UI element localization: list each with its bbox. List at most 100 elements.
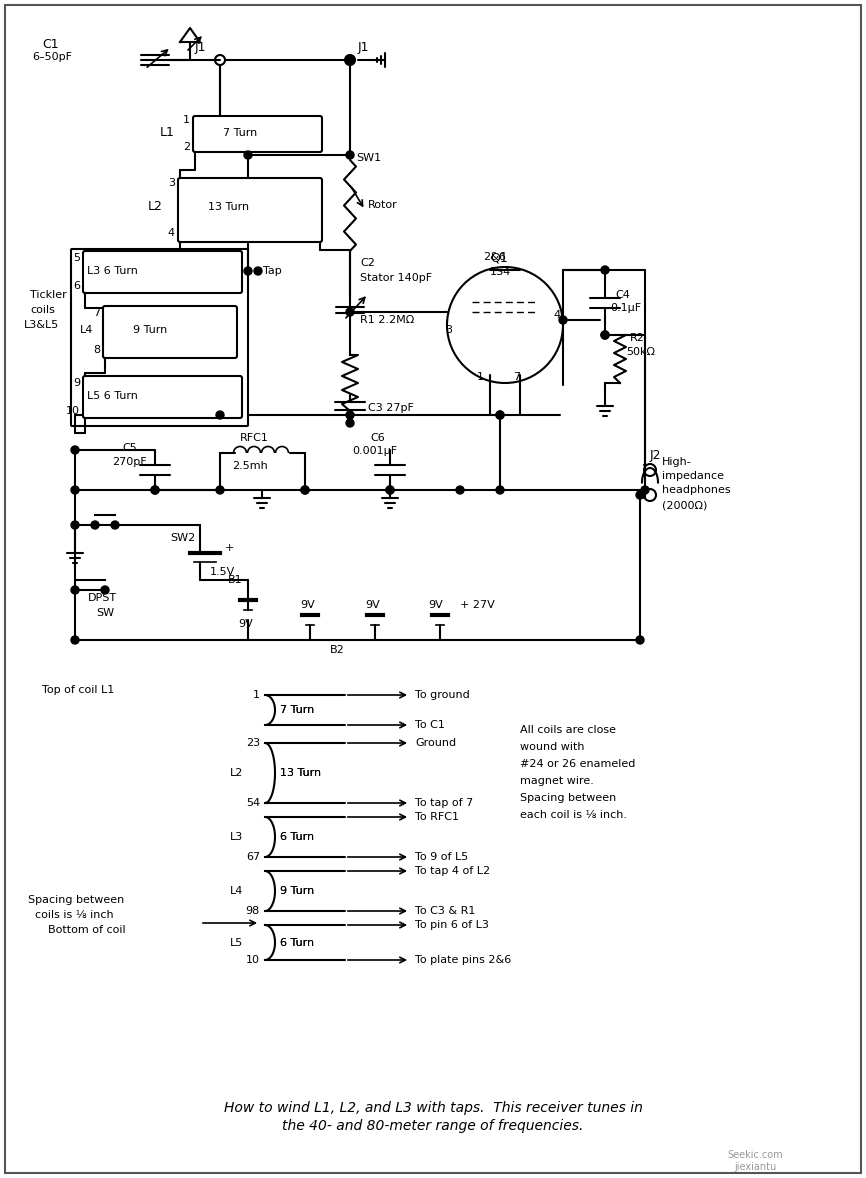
Text: To ground: To ground <box>415 690 469 700</box>
Text: + 27V: + 27V <box>460 600 494 610</box>
Text: 1.5V: 1.5V <box>210 567 236 577</box>
Text: Spacing between: Spacing between <box>520 793 617 803</box>
Text: 9 Turn: 9 Turn <box>280 886 314 896</box>
Circle shape <box>244 151 252 159</box>
Circle shape <box>71 487 79 494</box>
Text: 13 Turn: 13 Turn <box>280 768 321 777</box>
Circle shape <box>636 636 644 644</box>
Text: 4: 4 <box>168 229 175 238</box>
Text: 2&6: 2&6 <box>483 252 507 262</box>
Circle shape <box>496 411 504 419</box>
Text: Spacing between: Spacing between <box>28 895 124 905</box>
Circle shape <box>111 521 119 529</box>
Text: 5: 5 <box>73 253 80 263</box>
Text: How to wind L1, L2, and L3 with taps.  This receiver tunes in: How to wind L1, L2, and L3 with taps. Th… <box>223 1101 643 1116</box>
Circle shape <box>346 57 354 64</box>
Text: 6–50pF: 6–50pF <box>32 52 72 62</box>
Text: 6 Turn: 6 Turn <box>280 832 314 842</box>
Text: J2: J2 <box>650 449 662 462</box>
Text: 1S4: 1S4 <box>490 267 511 277</box>
Circle shape <box>496 411 504 419</box>
Circle shape <box>346 151 354 159</box>
Text: To tap of 7: To tap of 7 <box>415 798 473 808</box>
Text: Ground: Ground <box>415 737 456 748</box>
Text: C4: C4 <box>615 290 630 300</box>
Text: 13 Turn: 13 Turn <box>280 768 321 777</box>
Text: L4: L4 <box>229 886 243 896</box>
Text: C2: C2 <box>360 258 375 269</box>
Text: (2000Ω): (2000Ω) <box>662 499 708 510</box>
Text: each coil is ⅛ inch.: each coil is ⅛ inch. <box>520 810 627 820</box>
Text: magnet wire.: magnet wire. <box>520 776 594 786</box>
Text: L5 6 Turn: L5 6 Turn <box>87 391 138 401</box>
Text: To tap 4 of L2: To tap 4 of L2 <box>415 866 490 876</box>
Text: L2: L2 <box>148 200 163 213</box>
Text: 7: 7 <box>513 372 520 382</box>
Text: R2: R2 <box>630 333 645 343</box>
Text: 50kΩ: 50kΩ <box>626 348 655 357</box>
Text: 9V: 9V <box>428 600 443 610</box>
Text: wound with: wound with <box>520 742 585 752</box>
Text: SW1: SW1 <box>356 153 381 163</box>
Circle shape <box>244 267 252 274</box>
Text: SW2: SW2 <box>170 532 195 543</box>
Text: Seekic.com: Seekic.com <box>727 1150 783 1160</box>
Text: 6: 6 <box>73 282 80 291</box>
Circle shape <box>601 266 609 274</box>
Text: 1: 1 <box>183 115 190 125</box>
Text: C6: C6 <box>370 434 385 443</box>
Text: Q1: Q1 <box>490 251 507 265</box>
Text: SW: SW <box>96 608 114 618</box>
Text: R1 2.2MΩ: R1 2.2MΩ <box>360 315 414 325</box>
Text: 10: 10 <box>246 955 260 965</box>
Circle shape <box>386 487 394 494</box>
Circle shape <box>71 521 79 529</box>
Text: 1: 1 <box>477 372 484 382</box>
Text: J1: J1 <box>358 40 370 53</box>
Text: 23: 23 <box>246 737 260 748</box>
Text: 9V: 9V <box>300 600 314 610</box>
Text: B2: B2 <box>330 646 345 655</box>
Text: 1: 1 <box>253 690 260 700</box>
FancyBboxPatch shape <box>71 249 248 426</box>
Text: 7 Turn: 7 Turn <box>280 704 314 715</box>
Text: C5: C5 <box>122 443 137 454</box>
Text: impedance: impedance <box>662 471 724 481</box>
Text: DPST: DPST <box>88 593 117 603</box>
Circle shape <box>346 307 354 316</box>
Text: 2: 2 <box>183 143 190 152</box>
Circle shape <box>216 411 224 419</box>
Text: 10: 10 <box>66 406 80 416</box>
Text: 67: 67 <box>246 852 260 862</box>
Text: 9: 9 <box>73 378 80 388</box>
Text: 0.1μF: 0.1μF <box>610 303 641 313</box>
Circle shape <box>456 487 464 494</box>
Text: C3 27pF: C3 27pF <box>368 403 414 413</box>
Text: L3: L3 <box>229 832 243 842</box>
Circle shape <box>636 491 644 499</box>
Circle shape <box>641 487 649 494</box>
Circle shape <box>386 487 394 494</box>
Text: 9 Turn: 9 Turn <box>133 325 167 335</box>
Text: 6 Turn: 6 Turn <box>280 938 314 948</box>
Text: coils is ⅛ inch: coils is ⅛ inch <box>35 909 113 920</box>
Text: 8: 8 <box>93 345 100 355</box>
Text: 2.5mh: 2.5mh <box>232 461 268 471</box>
Circle shape <box>71 636 79 644</box>
Text: 0.001μF: 0.001μF <box>352 446 397 456</box>
Text: 3: 3 <box>445 325 452 335</box>
Text: 9 Turn: 9 Turn <box>280 886 314 896</box>
Text: Stator 140pF: Stator 140pF <box>360 273 432 283</box>
Text: 9V: 9V <box>238 618 253 629</box>
Text: #24 or 26 enameled: #24 or 26 enameled <box>520 759 636 769</box>
Text: L3&L5: L3&L5 <box>24 320 59 330</box>
Text: +: + <box>225 543 235 552</box>
Text: Rotor: Rotor <box>368 200 397 210</box>
Text: L5: L5 <box>229 938 243 947</box>
Text: 7 Turn: 7 Turn <box>280 704 314 715</box>
Text: To RFC1: To RFC1 <box>415 812 459 822</box>
Text: To 9 of L5: To 9 of L5 <box>415 852 469 862</box>
Circle shape <box>71 446 79 454</box>
Text: 7 Turn: 7 Turn <box>223 128 257 138</box>
Text: To plate pins 2&6: To plate pins 2&6 <box>415 955 511 965</box>
